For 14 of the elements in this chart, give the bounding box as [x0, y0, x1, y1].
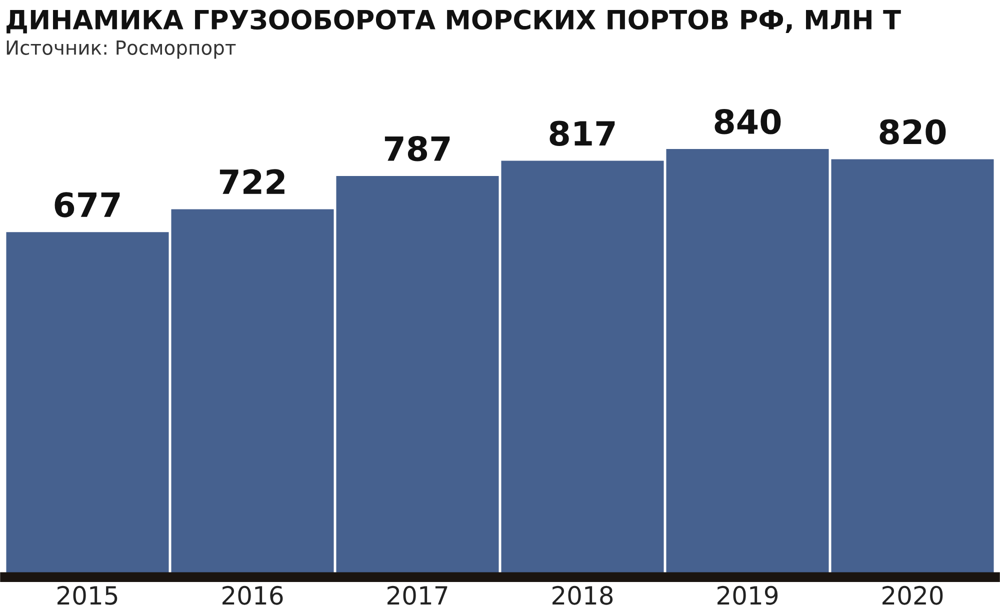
x-tick-label: 2015	[58, 586, 118, 605]
x-tick-label: 2017	[388, 586, 448, 605]
data-label: 817	[550, 120, 615, 146]
data-label: 787	[384, 136, 450, 162]
data-label: 820	[880, 119, 946, 144]
x-tick-label: 2016	[222, 586, 283, 605]
x-tick-label: 2020	[882, 586, 943, 605]
data-label: 677	[54, 192, 120, 218]
data-label: 722	[220, 169, 284, 194]
data-label: 840	[714, 109, 781, 134]
x-tick-label: 2018	[552, 586, 613, 605]
chart-title: ДИНАМИКА ГРУЗООБОРОТА МОРСКИХ ПОРТОВ РФ, МЛН Т	[6, 10, 901, 34]
x-tick-label: 2019	[718, 586, 778, 605]
chart-subtitle: Источник: Росморпорт	[6, 40, 236, 59]
